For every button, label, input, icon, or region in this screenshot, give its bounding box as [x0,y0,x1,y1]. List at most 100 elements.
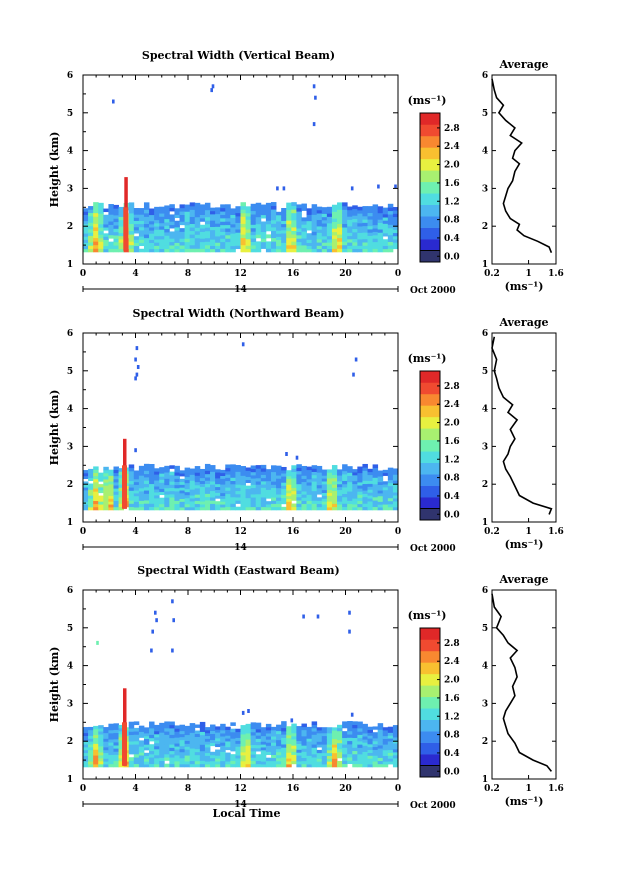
heatmap-cell [235,238,241,243]
heatmap-cell [133,490,140,494]
heatmap-cell [93,728,99,733]
heatmap-cell [387,467,394,472]
heatmap-cell [321,741,328,745]
heatmap-cell [215,743,221,748]
heatmap-cell [342,500,348,504]
heatmap-cell [204,744,211,748]
heatmap-cell [337,480,343,485]
heatmap-cell [347,472,353,476]
heatmap-cell [143,733,150,737]
heatmap-cell [210,727,216,731]
heatmap-cell [143,223,150,228]
heatmap-cell [347,503,353,508]
heatmap-cell [159,748,165,752]
heatmap-cell [88,248,94,253]
heatmap-cell [377,748,384,752]
heatmap-cell [255,241,262,246]
heatmap-cell [392,471,399,475]
heatmap-cell [240,234,246,239]
heatmap-cell [98,501,104,505]
heatmap-cell [316,764,323,768]
heatmap-cell [88,212,94,217]
heatmap-cell [296,740,302,744]
heatmap-cell [159,497,165,502]
heatmap-cell [169,478,175,482]
heatmap-cell [240,731,246,735]
sparse-point [155,618,158,623]
heatmap-cell [215,213,221,218]
heatmap-cell [83,495,89,499]
heatmap-cell [164,484,170,489]
heatmap-cell [189,477,196,481]
heatmap-cell [260,500,267,504]
heatmap-cell [210,217,216,221]
heatmap-cell [164,465,170,470]
heatmap-cell [352,211,358,216]
heatmap-cell [367,215,373,220]
heatmap-cell [215,483,221,488]
colorbar-segment [420,147,440,160]
heatmap-cell [199,241,206,246]
heatmap-cell [184,746,191,750]
heatmap-cell [164,731,170,735]
heatmap-cell [255,760,262,765]
heatmap-cell [250,744,257,749]
heatmap-cell [321,749,328,754]
heatmap-cell [377,729,384,733]
heatmap-cell [250,497,257,501]
heatmap-cell [154,468,160,472]
heatmap-cell [255,490,262,495]
heatmap-cell [296,496,302,501]
heatmap-cell [204,496,211,501]
colorbar-segment [420,170,440,183]
heatmap-cell [265,748,272,752]
heatmap-cell [199,721,206,726]
heatmap-cell [362,473,368,478]
heatmap-cell [189,503,196,508]
heatmap-cell [88,764,94,768]
heatmap-cell [306,497,313,502]
heatmap-cell [210,730,216,735]
heatmap-cell [210,493,216,498]
heatmap-cell [174,500,180,505]
heatmap-cell [265,736,272,740]
heatmap-cell [342,750,348,755]
heatmap-cell [98,504,104,508]
heatmap-cell [143,205,150,210]
heatmap-cell [331,503,338,508]
heatmap-cell [245,467,252,471]
heatmap-cell [235,471,241,476]
heatmap-cell [281,724,287,729]
heatmap-cell [230,248,236,253]
heatmap-cell [347,484,353,489]
heatmap-cell [291,244,297,249]
heatmap-cell [204,244,211,249]
heatmap-cell [347,721,353,725]
heatmap-cell [164,757,170,761]
heatmap-cell [83,764,89,768]
heatmap-cell [316,216,323,220]
heatmap-cell [255,487,262,492]
heatmap-cell [118,484,125,488]
heatmap-cell [270,739,277,743]
sparse-point [247,709,250,713]
heatmap-cell [270,244,277,249]
heatmap-cell [255,481,262,485]
heatmap-cell [316,219,323,224]
heatmap-cell [88,468,94,473]
heatmap-cell [184,476,191,481]
colorbar-tick-label: 2.8 [444,382,460,392]
sparse-point [134,357,137,362]
heatmap-cell [128,464,135,469]
heatmap-cell [220,745,226,749]
heatmap-cell [113,211,119,216]
heatmap-cell [194,491,201,495]
heatmap-cell [311,224,318,229]
heatmap-cell [296,493,302,498]
colorbar-segment [420,158,440,171]
heatmap-cell [149,744,155,748]
heatmap-cell [159,232,165,237]
heatmap-cell [255,477,262,482]
heatmap-cell [164,478,170,482]
